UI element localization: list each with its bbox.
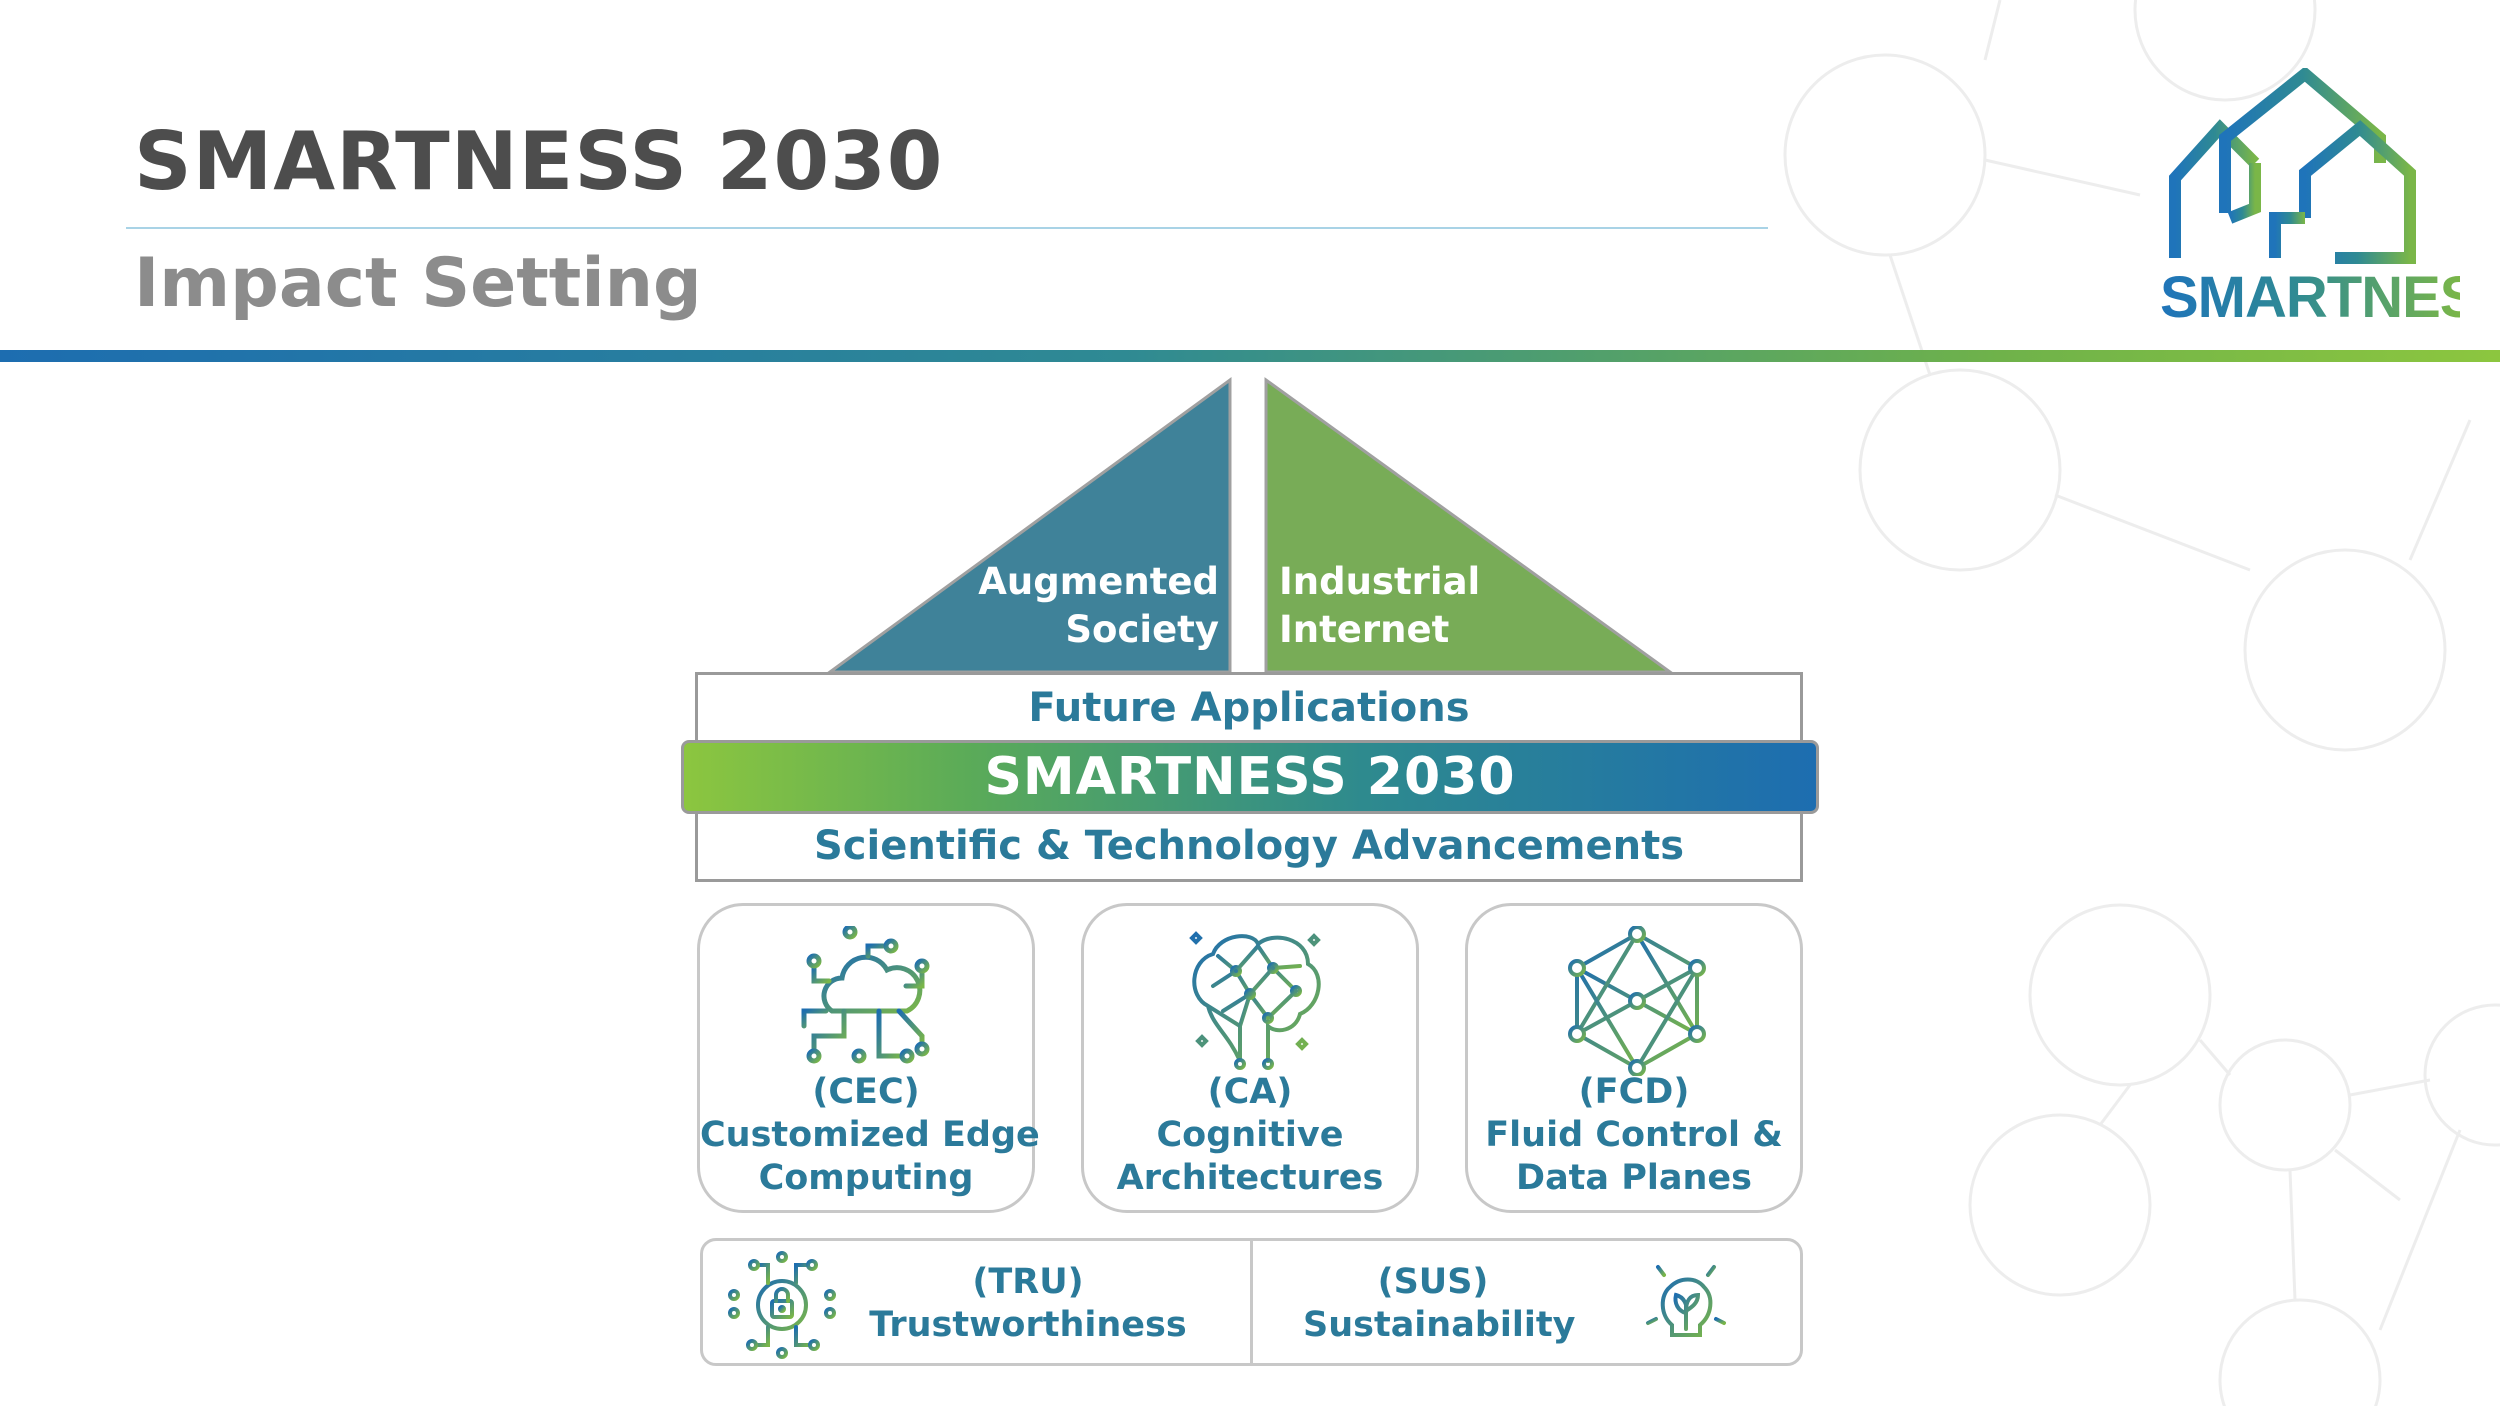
cloud-circuit-icon: [801, 926, 930, 1064]
cross-cutting-box: (TRU) Trustworthiness (SUS) Sustainabili…: [700, 1238, 1803, 1366]
pillar-cec-abbr: (CEC): [812, 1072, 920, 1112]
house-logo-icon: [2169, 68, 2416, 264]
roof-label-augmented-society: Augmented Society: [978, 558, 1219, 654]
roof-label-industrial-internet: Industrial Internet: [1279, 558, 1480, 654]
pillar-fcd-line2: Data Planes: [1516, 1158, 1752, 1198]
roof-shape: [825, 377, 1675, 674]
brain-network-icon: [1189, 931, 1321, 1070]
roof-left-line2: Society: [1065, 608, 1219, 651]
logo-wordmark: SMARTNESS: [2160, 265, 2500, 330]
pillar-cec-line1: Customized Edge: [700, 1115, 1040, 1155]
page-title: SMARTNESS 2030: [134, 115, 944, 208]
header-gradient-bar: [0, 350, 2500, 362]
sus-label: Sustainability: [1303, 1305, 1576, 1345]
pillar-ca: (CA) Cognitive Architectures: [1081, 903, 1419, 1213]
pillar-cec-line2: Computing: [758, 1158, 974, 1198]
future-applications-box: Future Applications: [695, 672, 1803, 744]
title-divider: [126, 227, 1768, 229]
pillar-fcd-text: (FCD) Fluid Control & Data Planes: [1468, 1071, 1800, 1200]
roof-right-line1: Industrial: [1279, 560, 1481, 603]
roof-right-line2: Internet: [1279, 608, 1450, 651]
pillar-cec-text: (CEC) Customized Edge Computing: [700, 1071, 1040, 1200]
sustainability-text: (SUS) Sustainability: [1303, 1261, 1576, 1347]
mesh-network-icon: [1568, 926, 1706, 1076]
pillar-fcd-line1: Fluid Control &: [1485, 1115, 1783, 1155]
page-subtitle: Impact Setting: [134, 244, 702, 323]
pillar-ca-line2: Architectures: [1116, 1158, 1384, 1198]
pillar-fcd: (FCD) Fluid Control & Data Planes: [1465, 903, 1803, 1213]
tru-label: Trustworthiness: [869, 1305, 1187, 1345]
pillar-ca-text: (CA) Cognitive Architectures: [1084, 1071, 1416, 1200]
scientific-advancements-box: Scientific & Technology Advancements: [695, 810, 1803, 882]
pillar-fcd-abbr: (FCD): [1578, 1072, 1690, 1112]
lightbulb-leaf-icon: [1640, 1255, 1732, 1353]
roof-left-line1: Augmented: [978, 560, 1219, 603]
pillar-cec: (CEC) Customized Edge Computing: [697, 903, 1040, 1213]
tru-abbr: (TRU): [972, 1262, 1084, 1302]
lock-circuit-icon: [728, 1251, 836, 1359]
bottom-divider: [1250, 1241, 1253, 1363]
pillar-ca-line1: Cognitive: [1156, 1115, 1344, 1155]
smartness-2030-band: SMARTNESS 2030: [681, 740, 1819, 814]
pillar-ca-abbr: (CA): [1207, 1072, 1293, 1112]
trustworthiness-text: (TRU) Trustworthiness: [863, 1261, 1193, 1347]
sus-abbr: (SUS): [1377, 1262, 1489, 1302]
